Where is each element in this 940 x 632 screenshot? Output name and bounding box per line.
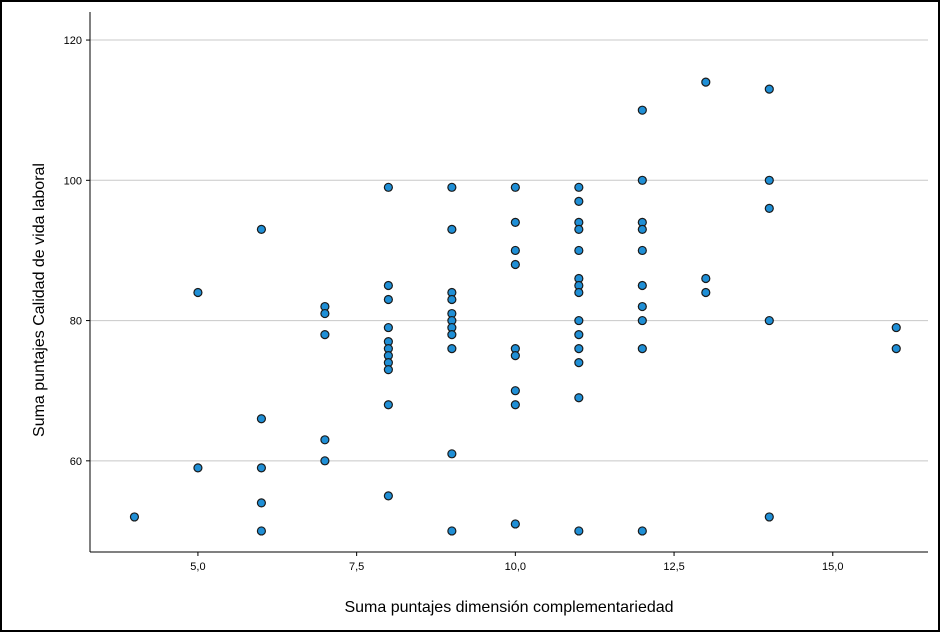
- data-point: [447, 224, 457, 235]
- data-point: [510, 182, 520, 192]
- data-point: [891, 344, 901, 354]
- data-point: [574, 182, 584, 192]
- data-point: [574, 196, 584, 206]
- x-tick-label: 15,0: [822, 561, 843, 573]
- data-point: [637, 245, 647, 256]
- data-point: [447, 329, 457, 340]
- data-point: [383, 322, 393, 333]
- data-point: [764, 315, 774, 326]
- data-point: [447, 344, 457, 354]
- data-point: [574, 315, 584, 326]
- data-point: [256, 526, 267, 536]
- data-point: [193, 287, 203, 298]
- data-point: [510, 351, 520, 361]
- data-point: [574, 526, 584, 536]
- data-point: [383, 400, 393, 410]
- data-point: [256, 498, 267, 508]
- y-tick-label: 60: [70, 456, 82, 468]
- data-point: [637, 344, 647, 354]
- data-point: [447, 526, 457, 536]
- data-point: [637, 280, 647, 291]
- data-point: [764, 512, 774, 522]
- data-point: [574, 393, 584, 403]
- data-point: [764, 175, 774, 185]
- data-point: [701, 273, 711, 284]
- data-points: [129, 77, 901, 536]
- data-point: [447, 449, 457, 459]
- data-point: [510, 386, 520, 396]
- data-point: [256, 463, 267, 473]
- data-point: [510, 245, 520, 256]
- data-point: [574, 344, 584, 354]
- data-point: [701, 287, 711, 298]
- data-point: [637, 526, 647, 536]
- data-point: [256, 224, 267, 235]
- data-point: [447, 294, 457, 305]
- data-point: [447, 182, 457, 192]
- data-point: [510, 519, 520, 529]
- y-axis-title: Suma puntajes Calidad de vida laboral: [31, 163, 48, 437]
- data-point: [574, 329, 584, 340]
- data-point: [510, 217, 520, 227]
- data-point: [320, 456, 330, 466]
- data-point: [320, 329, 330, 340]
- data-point: [383, 294, 393, 305]
- y-tick-label: 100: [64, 175, 82, 187]
- data-point: [891, 322, 901, 333]
- data-point: [637, 175, 647, 185]
- data-point: [637, 315, 647, 326]
- x-tick-label: 10,0: [505, 561, 526, 573]
- x-axis-title: Suma puntajes dimensión complementarieda…: [344, 599, 673, 616]
- x-tick-label: 5,0: [190, 561, 205, 573]
- data-point: [383, 365, 393, 375]
- data-point: [574, 224, 584, 235]
- data-point: [637, 105, 647, 115]
- data-point: [637, 224, 647, 235]
- data-point: [574, 287, 584, 298]
- grid-lines: [90, 39, 928, 462]
- data-point: [574, 358, 584, 368]
- data-point: [256, 414, 267, 424]
- data-point: [637, 301, 647, 312]
- data-point: [383, 182, 393, 192]
- data-point: [764, 203, 774, 213]
- y-tick-label: 120: [64, 35, 82, 47]
- data-point: [764, 84, 774, 94]
- data-point: [383, 280, 393, 291]
- data-point: [320, 435, 330, 445]
- data-point: [193, 463, 203, 473]
- tick-labels: 60 80 100 120 5,0 7,5 10,0 12,5 15,0: [64, 35, 844, 573]
- data-point: [574, 245, 584, 256]
- data-point: [510, 400, 520, 410]
- x-tick-label: 7,5: [349, 561, 364, 573]
- data-point: [320, 308, 330, 319]
- data-point: [701, 77, 711, 87]
- data-point: [129, 512, 140, 522]
- x-tick-label: 12,5: [663, 561, 684, 573]
- y-tick-label: 80: [70, 316, 82, 328]
- data-point: [510, 259, 520, 270]
- data-point: [383, 491, 393, 501]
- axes: [89, 12, 928, 553]
